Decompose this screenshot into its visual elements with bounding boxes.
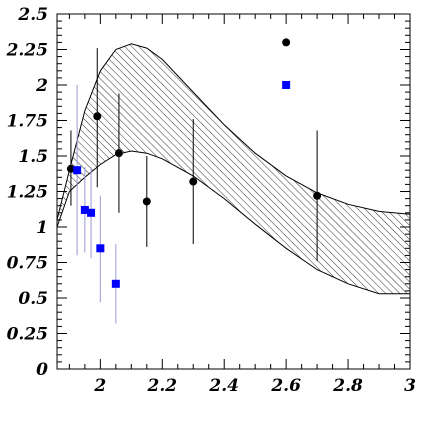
- data-point-square-2: [87, 208, 96, 217]
- tick-layer: [57, 13, 411, 370]
- data-point-circle-3: [142, 197, 151, 206]
- y-tick-label: 0.5: [18, 289, 48, 309]
- y-tick-label: 2.5: [17, 5, 48, 25]
- x-tick-label: 2.6: [270, 376, 301, 396]
- y-tick-label: 1.75: [7, 112, 48, 132]
- x-tick-label: 3: [404, 376, 416, 396]
- data-point-circle-1: [93, 112, 102, 121]
- y-tick-label: 1.5: [18, 147, 48, 167]
- x-tick-label: 2.4: [208, 376, 239, 396]
- data-point-circle-4: [189, 177, 198, 186]
- data-point-square-0: [73, 166, 82, 175]
- data-point-circle-6: [313, 191, 322, 200]
- x-tick-label: 2: [93, 376, 106, 396]
- marker-layer: [66, 38, 322, 288]
- y-tick-label: 0.25: [7, 325, 48, 345]
- data-point-circle-2: [114, 149, 123, 158]
- data-point-square-3: [96, 244, 105, 253]
- y-tick-label: 2: [35, 76, 48, 96]
- y-tick-label: 1.25: [7, 183, 48, 203]
- uncertainty-band-layer: [57, 43, 410, 295]
- data-point-circle-0: [66, 164, 75, 173]
- y-tick-label: 0.75: [7, 254, 48, 274]
- data-point-circle-5: [282, 38, 291, 47]
- y-tick-label: 0: [36, 360, 48, 380]
- data-point-square-1: [80, 205, 89, 214]
- y-tick-label: 2.25: [6, 41, 48, 61]
- data-point-square-4: [111, 279, 120, 288]
- x-tick-label: 2.8: [332, 376, 363, 396]
- x-tick-label: 2.2: [146, 376, 177, 396]
- y-tick-label: 1: [36, 218, 48, 238]
- tick-label-layer: 2 2.2 2.4 2.6 2.8 3 0 0.25 0.5 0.75 1 1.25 1.5 1.75 2 2…: [6, 5, 416, 396]
- uncertainty-band: [57, 43, 410, 295]
- data-point-square-5: [282, 81, 291, 89]
